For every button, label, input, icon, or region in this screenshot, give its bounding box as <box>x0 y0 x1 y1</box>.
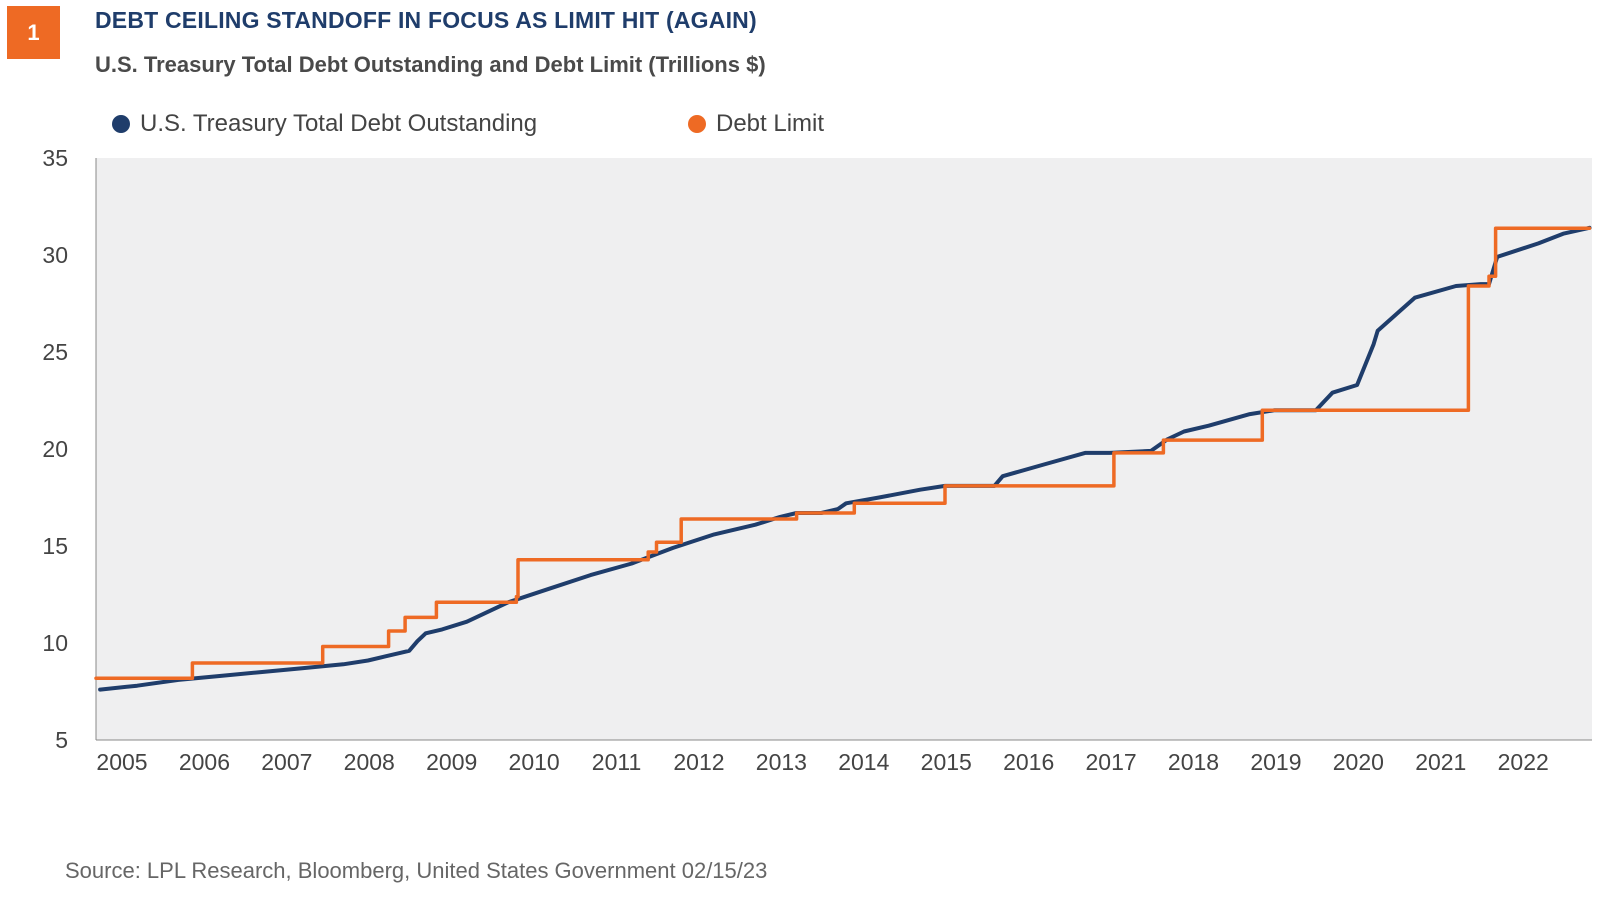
y-tick-label: 25 <box>42 339 68 365</box>
y-tick-label: 5 <box>55 727 68 753</box>
x-tick-label: 2005 <box>96 749 147 775</box>
x-tick-label: 2018 <box>1168 749 1219 775</box>
series-line-debt-outstanding <box>98 225 1592 692</box>
y-tick-label: 35 <box>42 145 68 171</box>
legend-label-limit: Debt Limit <box>716 110 825 137</box>
x-tick-label: 2011 <box>592 749 641 775</box>
x-tick-label: 2022 <box>1498 749 1549 775</box>
legend-marker-limit <box>688 115 706 133</box>
y-tick-label: 30 <box>42 242 68 268</box>
x-tick-label: 2010 <box>509 749 560 775</box>
y-tick-label: 15 <box>42 533 68 559</box>
y-tick-label: 10 <box>42 630 68 656</box>
plot-area <box>96 158 1592 740</box>
x-tick-label: 2006 <box>179 749 230 775</box>
x-tick-label: 2009 <box>426 749 477 775</box>
legend-item-limit: Debt Limit <box>688 110 824 138</box>
x-tick-label: 2014 <box>838 749 889 775</box>
legend-label-debt: U.S. Treasury Total Debt Outstanding <box>140 110 538 137</box>
x-tick-label: 2007 <box>261 749 312 775</box>
legend-marker-debt <box>112 115 130 133</box>
x-tick-label: 2016 <box>1003 749 1054 775</box>
x-tick-label: 2019 <box>1250 749 1301 775</box>
chart-subtitle: U.S. Treasury Total Debt Outstanding and… <box>95 52 766 77</box>
y-tick-label: 20 <box>42 436 68 462</box>
chart-title: DEBT CEILING STANDOFF IN FOCUS AS LIMIT … <box>95 7 757 33</box>
x-tick-label: 2012 <box>673 749 724 775</box>
x-tick-label: 2020 <box>1333 749 1384 775</box>
x-tick-label: 2008 <box>344 749 395 775</box>
x-tick-label: 2015 <box>921 749 972 775</box>
chart-legend: U.S. Treasury Total Debt Outstanding Deb… <box>112 110 1012 140</box>
series-line-debt-limit <box>94 226 1592 681</box>
legend-item-debt: U.S. Treasury Total Debt Outstanding <box>112 110 537 138</box>
x-tick-label: 2017 <box>1086 749 1137 775</box>
x-tick-label: 2013 <box>756 749 807 775</box>
source-note: Source: LPL Research, Bloomberg, United … <box>65 858 768 883</box>
figure-number-badge: 1 <box>7 6 60 59</box>
x-tick-label: 2021 <box>1415 749 1466 775</box>
